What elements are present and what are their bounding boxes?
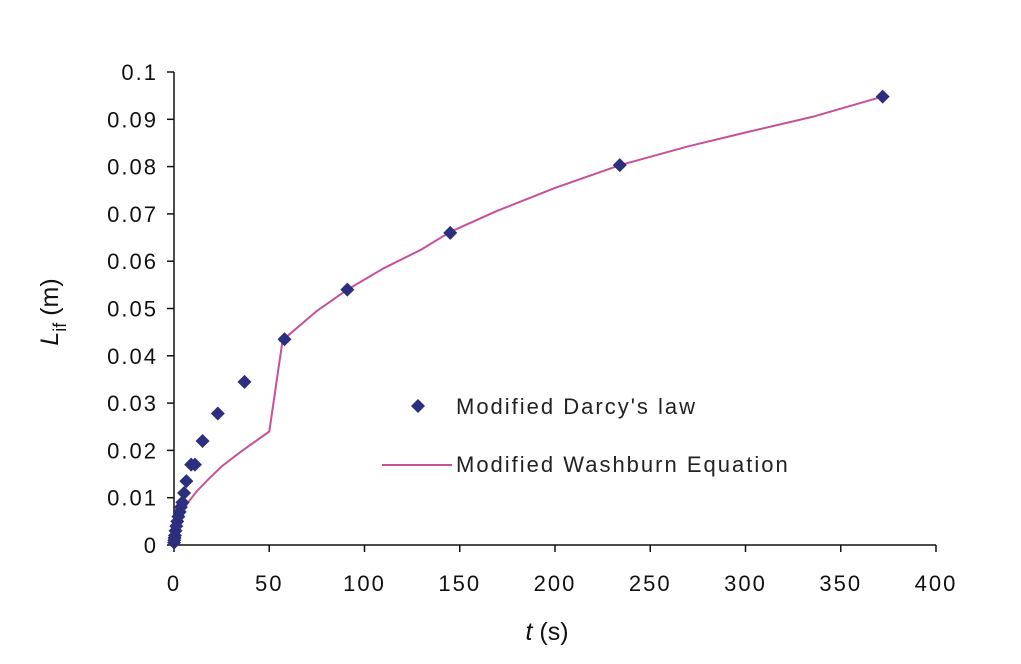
washburn-line-group: [173, 95, 883, 546]
legend-item-washburn: Modified Washburn Equation: [382, 452, 790, 477]
darcy-data-point: [195, 433, 210, 448]
x-tick-label: 300: [724, 571, 767, 596]
darcy-data-point: [187, 457, 202, 472]
x-tick-label: 50: [255, 571, 283, 596]
darcy-data-point: [443, 225, 458, 240]
x-tick-label: 250: [629, 571, 672, 596]
y-tick-label: 0.1: [121, 60, 158, 85]
darcy-data-point: [179, 474, 194, 489]
y-axis-title-subscript: if: [50, 322, 70, 332]
x-axis-title: t (s): [525, 618, 568, 646]
y-axis-title-rest: (m): [36, 278, 64, 322]
x-axis-title-rest: (s): [532, 618, 568, 646]
x-axis-title-main: t: [525, 618, 533, 646]
y-axis-title-main: L: [36, 332, 64, 346]
x-tick-label: 0: [167, 571, 181, 596]
darcy-data-point: [875, 89, 890, 104]
y-tick-label: 0: [144, 533, 158, 558]
legend-diamond-marker: [411, 399, 425, 413]
darcy-data-point: [277, 332, 292, 347]
x-tick-label: 150: [438, 571, 481, 596]
darcy-markers-group: [167, 89, 890, 550]
legend: Modified Darcy's law Modified Washburn E…: [382, 394, 790, 477]
y-tick-label: 0.01: [107, 486, 158, 511]
darcy-data-point: [340, 282, 355, 297]
y-tick-label: 0.08: [107, 155, 158, 180]
legend-item-darcy: Modified Darcy's law: [411, 394, 697, 419]
y-tick-label: 0.04: [107, 344, 158, 369]
y-tick-label: 0.09: [107, 107, 158, 132]
y-tick-label: 0.03: [107, 391, 158, 416]
y-tick-label: 0.07: [107, 202, 158, 227]
y-tick-label: 0.06: [107, 249, 158, 274]
y-tick-label: 0.02: [107, 438, 158, 463]
darcy-data-point: [175, 495, 190, 510]
x-tick-label: 100: [343, 571, 386, 596]
legend-label-darcy: Modified Darcy's law: [456, 394, 697, 419]
darcy-data-point: [177, 485, 192, 500]
x-tick-label: 350: [819, 571, 862, 596]
legend-label-washburn: Modified Washburn Equation: [456, 452, 790, 477]
y-ticks: 0 0.01 0.02 0.03 0.04 0.05 0.06 0.07 0.08 0.09 0.1: [107, 60, 174, 558]
y-tick-label: 0.05: [107, 297, 158, 322]
x-ticks: 0 50 100 150 200 250 300 350 400: [167, 545, 958, 596]
x-tick-label: 200: [534, 571, 577, 596]
washburn-series-line: [173, 95, 883, 546]
darcy-data-point: [210, 406, 225, 421]
y-axis-title: Lif (m): [36, 278, 70, 345]
darcy-data-point: [237, 374, 252, 389]
darcy-data-point: [612, 158, 627, 173]
x-tick-label: 400: [915, 571, 958, 596]
